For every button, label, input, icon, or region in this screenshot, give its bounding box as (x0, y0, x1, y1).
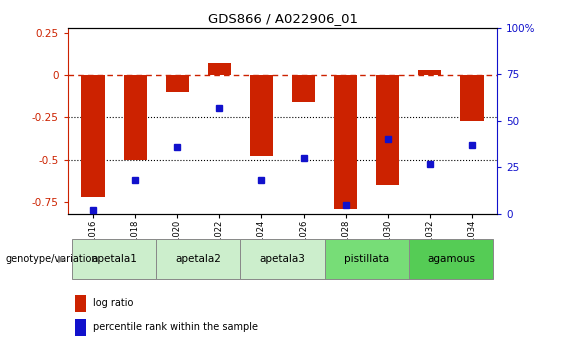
Text: genotype/variation: genotype/variation (6, 254, 98, 264)
Bar (156, 239, 240, 279)
Text: percentile rank within the sample: percentile rank within the sample (93, 323, 258, 333)
Bar (208, 63, 231, 75)
Bar (334, 75, 357, 209)
Text: apetala1: apetala1 (91, 254, 137, 264)
Text: agamous: agamous (427, 254, 475, 264)
Bar (75, 319, 86, 336)
Bar (124, 75, 147, 160)
Text: ▶: ▶ (58, 254, 65, 264)
Bar (72, 239, 156, 279)
Bar (460, 75, 484, 121)
Bar (325, 239, 409, 279)
Text: apetala2: apetala2 (175, 254, 221, 264)
Bar (409, 239, 493, 279)
Text: apetala3: apetala3 (259, 254, 306, 264)
Bar (292, 75, 315, 102)
Bar (81, 75, 105, 197)
Title: GDS866 / A022906_01: GDS866 / A022906_01 (207, 12, 358, 25)
Text: log ratio: log ratio (93, 298, 133, 308)
Bar (376, 75, 399, 185)
Bar (166, 75, 189, 92)
Bar (75, 295, 86, 312)
Bar (418, 70, 441, 75)
Bar (250, 75, 273, 156)
Bar (240, 239, 325, 279)
Text: pistillata: pistillata (344, 254, 389, 264)
